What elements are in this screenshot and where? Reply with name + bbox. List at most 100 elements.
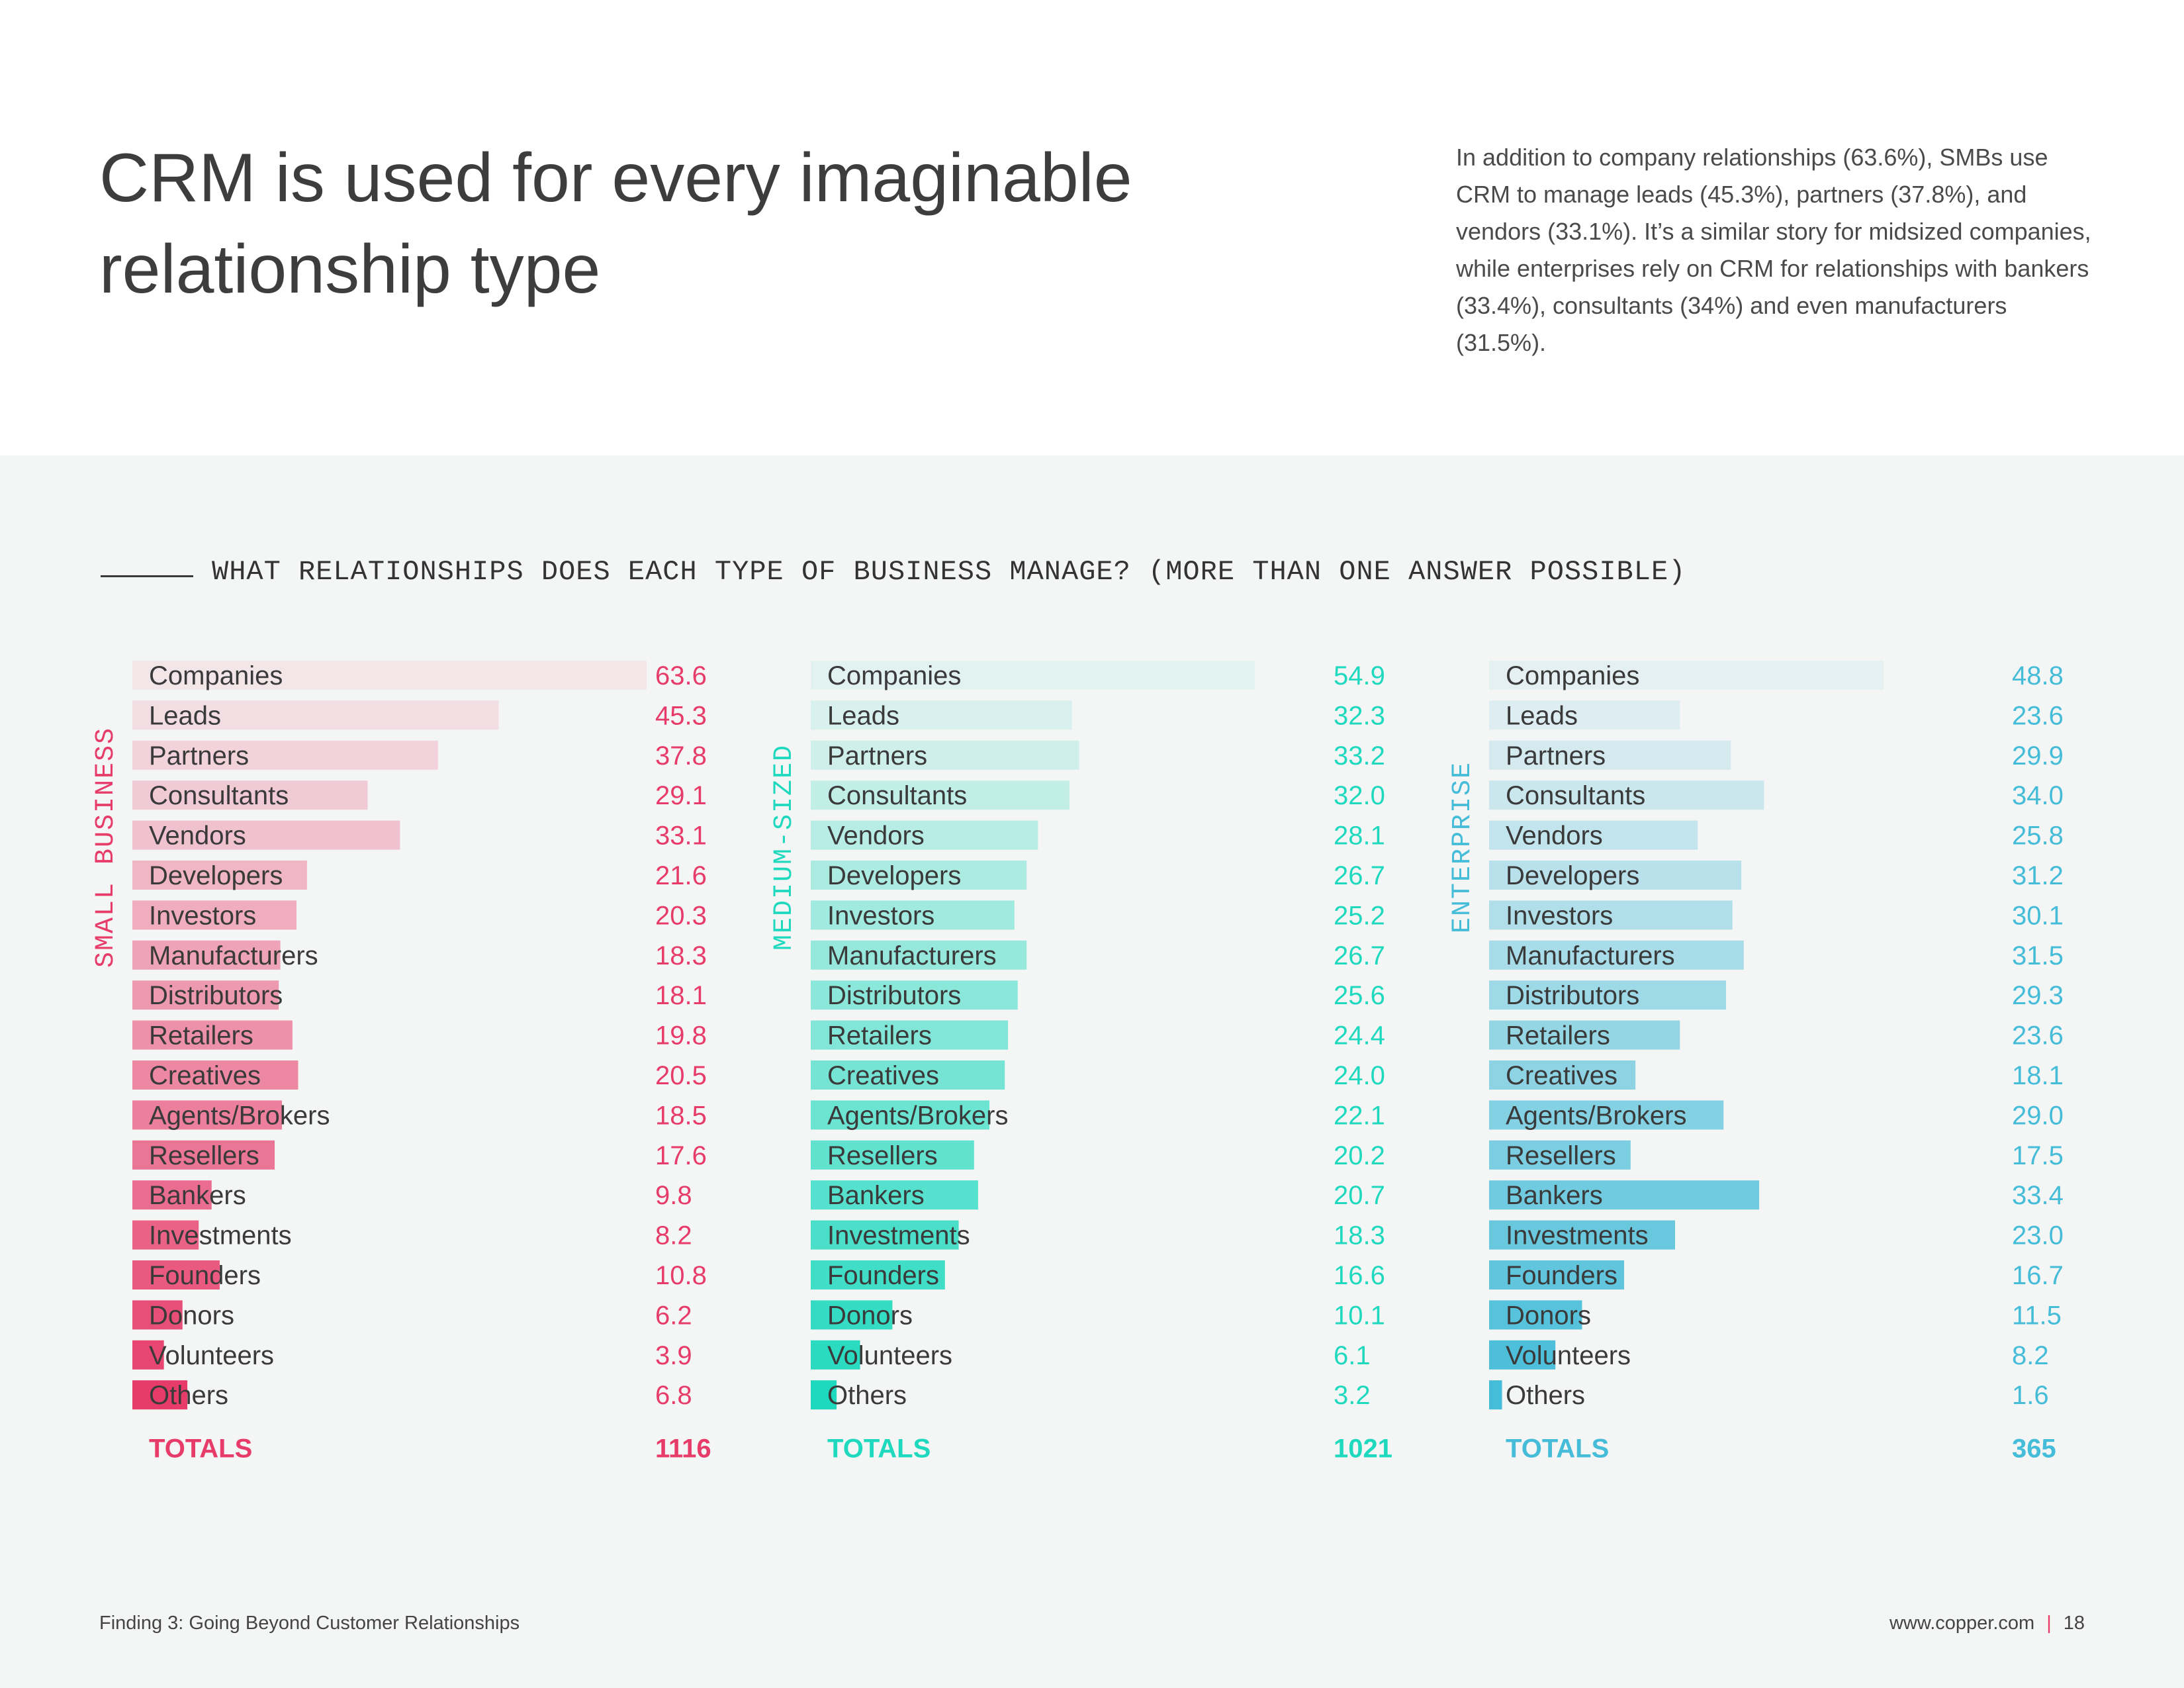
category-label-medium-sized-volunteers: Volunteers <box>827 1341 952 1370</box>
category-label-small-business-partners: Partners <box>149 741 249 771</box>
category-label-medium-sized-companies: Companies <box>827 661 961 690</box>
value-label-enterprise-developers: 31.2 <box>2012 861 2064 890</box>
panel-label-enterprise: ENTERPRISE <box>1448 761 1478 933</box>
bar-medium-sized-investments <box>811 1220 959 1250</box>
footer-right: www.copper.com | 18 <box>1889 1613 2085 1634</box>
bar-medium-sized-developers <box>811 861 1027 890</box>
footer-section-title: Finding 3: Going Beyond Customer Relatio… <box>99 1613 520 1634</box>
value-label-small-business-agents-brokers: 18.5 <box>655 1101 707 1130</box>
value-label-small-business-investments: 8.2 <box>655 1221 692 1250</box>
page-number: 18 <box>2063 1613 2085 1634</box>
category-label-medium-sized-resellers: Resellers <box>827 1141 938 1170</box>
value-label-small-business-bankers: 9.8 <box>655 1181 692 1210</box>
value-label-enterprise-bankers: 33.4 <box>2012 1181 2064 1210</box>
value-label-small-business-leads: 45.3 <box>655 701 707 730</box>
bar-small-business-distributors <box>132 980 279 1010</box>
category-label-enterprise-retailers: Retailers <box>1506 1021 1610 1051</box>
category-label-small-business-creatives: Creatives <box>149 1061 261 1090</box>
category-label-small-business-others: Others <box>149 1381 228 1410</box>
value-label-medium-sized-distributors: 25.6 <box>1334 981 1385 1010</box>
category-label-enterprise-others: Others <box>1506 1381 1585 1410</box>
value-label-medium-sized-volunteers: 6.1 <box>1334 1341 1371 1370</box>
value-label-medium-sized-investors: 25.2 <box>1334 901 1385 930</box>
bar-small-business-companies <box>132 661 647 690</box>
value-label-enterprise-resellers: 17.5 <box>2012 1141 2064 1170</box>
bar-enterprise-distributors <box>1489 980 1726 1010</box>
category-label-enterprise-manufacturers: Manufacturers <box>1506 941 1675 970</box>
category-label-small-business-agents-brokers: Agents/Brokers <box>149 1101 330 1130</box>
bar-medium-sized-investors <box>811 900 1015 930</box>
bar-medium-sized-donors <box>811 1300 893 1330</box>
totals-label-small-business: TOTALS <box>149 1434 252 1464</box>
category-label-small-business-distributors: Distributors <box>149 981 283 1010</box>
category-label-medium-sized-others: Others <box>827 1381 907 1410</box>
category-label-small-business-donors: Donors <box>149 1301 234 1330</box>
value-label-small-business-developers: 21.6 <box>655 861 707 890</box>
bar-enterprise-investors <box>1489 900 1733 930</box>
bar-enterprise-others <box>1489 1380 1502 1410</box>
bar-enterprise-retailers <box>1489 1020 1680 1050</box>
value-label-medium-sized-creatives: 24.0 <box>1334 1061 1385 1090</box>
bar-enterprise-leads <box>1489 700 1680 730</box>
category-label-small-business-founders: Founders <box>149 1261 261 1290</box>
bar-small-business-developers <box>132 861 307 890</box>
bar-medium-sized-founders <box>811 1260 945 1289</box>
page-title: CRM is used for every imaginable relatio… <box>99 140 1132 308</box>
bar-medium-sized-agents-brokers <box>811 1100 989 1130</box>
category-label-small-business-resellers: Resellers <box>149 1141 259 1170</box>
category-label-small-business-manufacturers: Manufacturers <box>149 941 318 970</box>
bar-medium-sized-distributors <box>811 980 1018 1010</box>
bar-small-business-consultants <box>132 780 368 810</box>
bar-enterprise-partners <box>1489 740 1731 770</box>
footer-url[interactable]: www.copper.com <box>1889 1613 2035 1634</box>
bar-medium-sized-creatives <box>811 1060 1005 1090</box>
bar-small-business-donors <box>132 1300 183 1330</box>
bar-enterprise-investments <box>1489 1220 1675 1250</box>
category-label-small-business-vendors: Vendors <box>149 821 246 851</box>
category-label-small-business-investments: Investments <box>149 1221 292 1250</box>
value-label-small-business-volunteers: 3.9 <box>655 1341 692 1370</box>
category-label-small-business-investors: Investors <box>149 901 256 930</box>
bar-small-business-volunteers <box>132 1340 164 1370</box>
category-label-medium-sized-investments: Investments <box>827 1221 970 1250</box>
value-label-small-business-founders: 10.8 <box>655 1261 707 1290</box>
value-label-enterprise-distributors: 29.3 <box>2012 981 2064 1010</box>
category-label-medium-sized-vendors: Vendors <box>827 821 925 851</box>
bar-enterprise-vendors <box>1489 820 1698 850</box>
bar-medium-sized-companies <box>811 661 1255 690</box>
value-label-medium-sized-investments: 18.3 <box>1334 1221 1385 1250</box>
bar-medium-sized-vendors <box>811 820 1038 850</box>
bar-medium-sized-volunteers <box>811 1340 860 1370</box>
chart-background-panel <box>0 455 2184 1688</box>
category-label-enterprise-bankers: Bankers <box>1506 1181 1603 1210</box>
value-label-enterprise-partners: 29.9 <box>2012 741 2064 771</box>
bar-medium-sized-consultants <box>811 780 1069 810</box>
bar-enterprise-agents-brokers <box>1489 1100 1724 1130</box>
totals-label-medium-sized: TOTALS <box>827 1434 931 1464</box>
value-label-medium-sized-developers: 26.7 <box>1334 861 1385 890</box>
category-label-small-business-leads: Leads <box>149 701 221 730</box>
value-label-small-business-distributors: 18.1 <box>655 981 707 1010</box>
category-label-enterprise-agents-brokers: Agents/Brokers <box>1506 1101 1686 1130</box>
category-label-medium-sized-creatives: Creatives <box>827 1061 939 1090</box>
intro-paragraph: In addition to company relationships (63… <box>1456 144 2091 356</box>
category-label-enterprise-volunteers: Volunteers <box>1506 1341 1631 1370</box>
bar-small-business-bankers <box>132 1180 212 1210</box>
value-label-medium-sized-resellers: 20.2 <box>1334 1141 1385 1170</box>
bar-enterprise-manufacturers <box>1489 940 1744 970</box>
category-label-medium-sized-developers: Developers <box>827 861 961 890</box>
bar-enterprise-creatives <box>1489 1060 1636 1090</box>
value-label-enterprise-others: 1.6 <box>2012 1381 2049 1410</box>
bar-small-business-vendors <box>132 820 400 850</box>
value-label-medium-sized-others: 3.2 <box>1334 1381 1371 1410</box>
value-label-medium-sized-companies: 54.9 <box>1334 661 1385 690</box>
category-label-enterprise-donors: Donors <box>1506 1301 1591 1330</box>
chart-subtitle: WHAT RELATIONSHIPS DOES EACH TYPE OF BUS… <box>212 556 1686 588</box>
bar-small-business-investors <box>132 900 297 930</box>
category-label-medium-sized-manufacturers: Manufacturers <box>827 941 997 970</box>
value-label-medium-sized-partners: 33.2 <box>1334 741 1385 771</box>
bar-small-business-retailers <box>132 1020 293 1050</box>
category-label-small-business-companies: Companies <box>149 661 283 690</box>
bar-small-business-creatives <box>132 1060 298 1090</box>
category-label-medium-sized-donors: Donors <box>827 1301 913 1330</box>
